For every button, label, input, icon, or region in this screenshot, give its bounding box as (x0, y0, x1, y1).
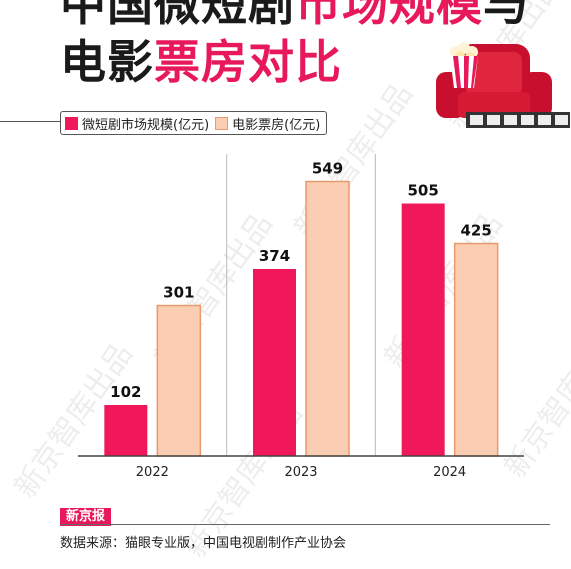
data-label-series2-2024: 425 (461, 222, 492, 240)
title-segment: 电影 (60, 35, 154, 89)
watermark-text: 新京智库出品 (498, 317, 571, 485)
data-label-series1-2024: 505 (408, 182, 439, 200)
cinema-seat-icon (436, 44, 552, 118)
page-title-line-1: 中国微短剧市场规模与 (60, 0, 530, 32)
bar-series2-2023 (305, 180, 350, 457)
bar-series1-2024 (401, 203, 445, 456)
data-label-series1-2022: 102 (110, 383, 141, 401)
x-tick-label-2024: 2024 (433, 465, 466, 480)
film-strip-icon (466, 112, 570, 128)
bar-series2-2024 (453, 242, 499, 457)
source-tag: 新京报 (60, 508, 112, 526)
title-segment: 与 (483, 0, 530, 31)
bars-layer: 102 301 374 549 505 425 (104, 160, 499, 457)
page-title-line-2: 电影票房对比 (60, 34, 342, 90)
bar-series2-2022 (156, 304, 202, 457)
title-segment: 中国微短剧 (60, 0, 295, 31)
bar-series1-2023 (253, 269, 296, 456)
source-text: 数据来源：猫眼专业版，中国电视剧制作产业协会 (60, 536, 347, 551)
data-label-series2-2023: 549 (312, 160, 343, 178)
chart-legend: 微短剧市场规模(亿元) 电影票房(亿元) (60, 111, 328, 135)
axis-layer: 2022 2023 2024 (78, 154, 524, 480)
legend-item-series1: 微短剧市场规模(亿元) (65, 114, 209, 133)
popcorn-icon (450, 42, 478, 88)
legend-item-series2: 电影票房(亿元) (215, 114, 320, 133)
cinema-illustration (436, 42, 570, 128)
bar-series1-2022 (104, 405, 148, 456)
legend-swatch-series2 (215, 116, 229, 130)
data-label-series2-2022: 301 (163, 284, 194, 302)
title-segment: 市场规模 (295, 0, 483, 31)
legend-label-series2: 电影票房(亿元) (232, 117, 321, 133)
legend-label-series1: 微短剧市场规模(亿元) (82, 117, 210, 133)
x-tick-label-2022: 2022 (136, 465, 169, 480)
data-label-series1-2023: 374 (259, 247, 290, 265)
title-segment: 票房对比 (154, 35, 342, 89)
legend-rule (0, 121, 60, 122)
legend-swatch-series1 (65, 116, 78, 130)
x-tick-label-2023: 2023 (284, 465, 317, 480)
source-rule (60, 524, 550, 525)
